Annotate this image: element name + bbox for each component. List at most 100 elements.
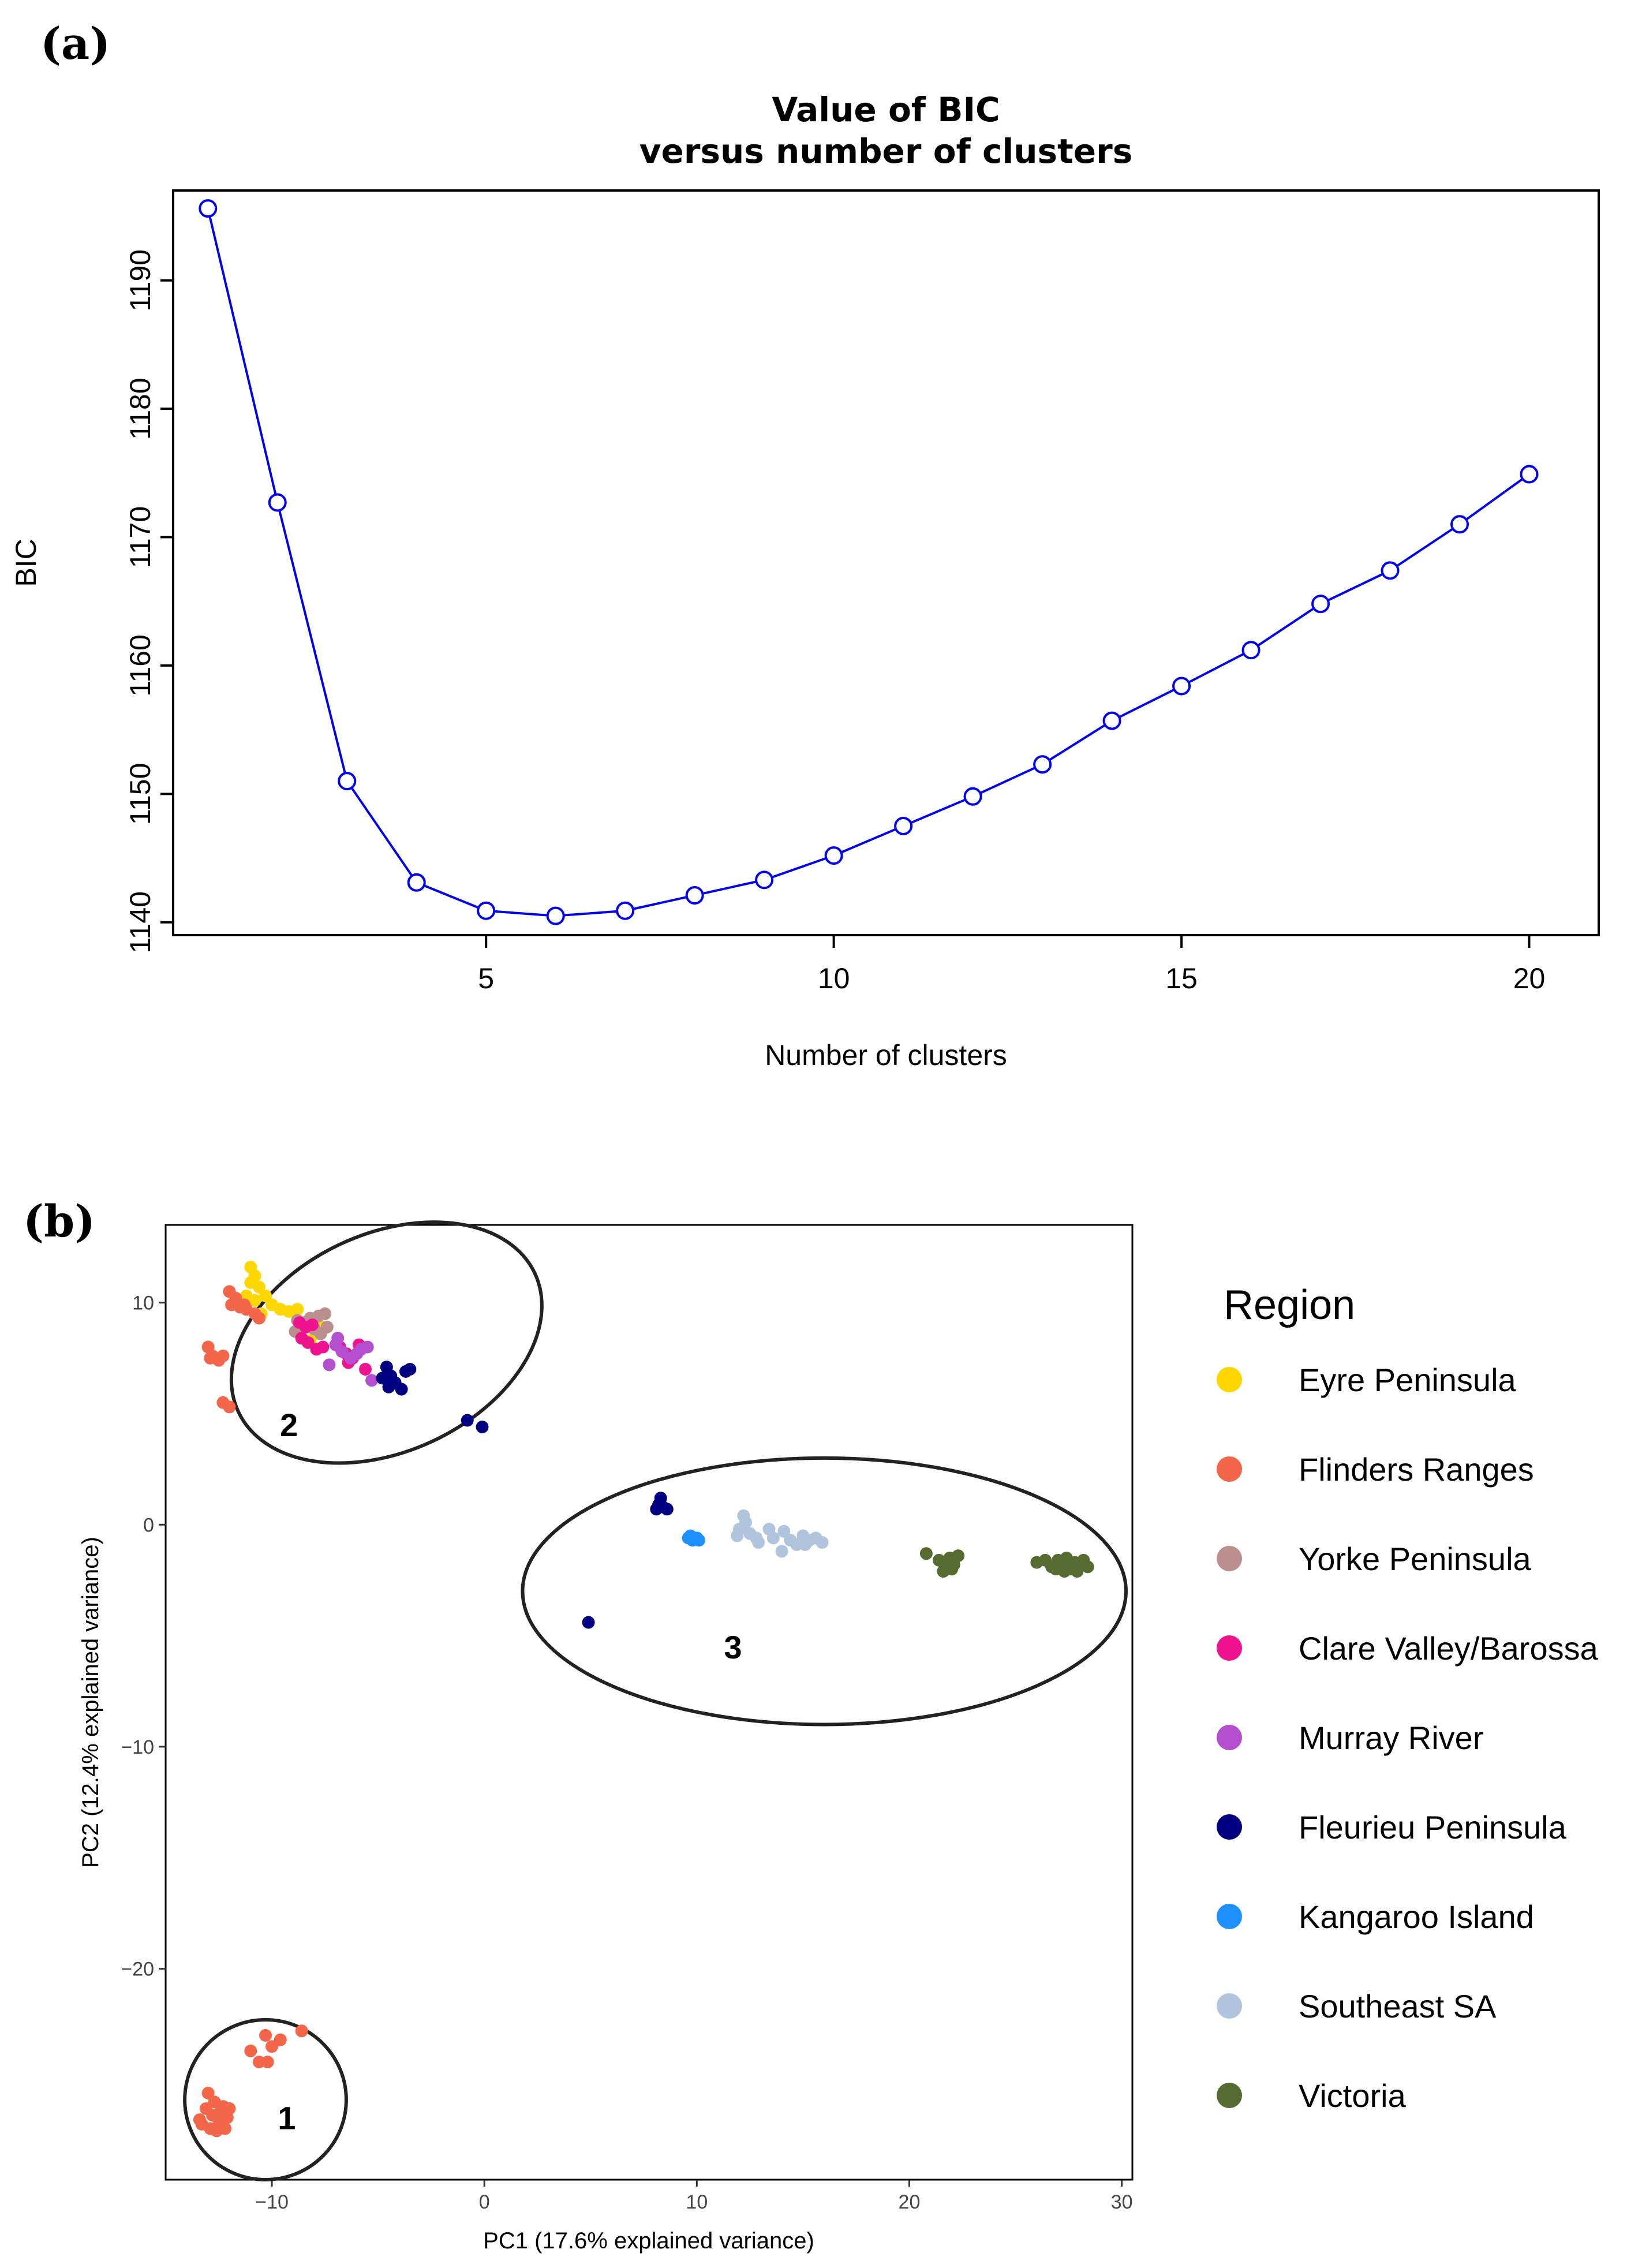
chart-a-x-tick-label: 10 xyxy=(818,962,850,995)
chart-b-x-tick-label: 10 xyxy=(686,2191,708,2213)
chart-a-x-ticks: 5 10 15 20 xyxy=(478,935,1545,995)
chart-b-points xyxy=(193,1261,1094,2138)
legend-entry: Murray River xyxy=(1299,1720,1483,1756)
cluster-2-ellipse xyxy=(229,1220,544,1465)
scatter-point xyxy=(219,2122,232,2135)
chart-b-y-ticks: 10 0 −10 −20 xyxy=(121,1292,166,1981)
chart-a-point xyxy=(1033,755,1052,774)
legend-entry: Eyre Peninsula xyxy=(1299,1362,1517,1398)
chart-b-y-tick-label: −10 xyxy=(121,1736,154,1758)
cluster-2-label: 2 xyxy=(280,1407,298,1443)
scatter-point xyxy=(193,2113,206,2127)
scatter-point xyxy=(335,1345,349,1358)
chart-b-x-axis-label: PC1 (17.6% explained variance) xyxy=(483,2228,814,2254)
chart-a-y-tick-label: 1170 xyxy=(124,506,156,569)
chart-a-point xyxy=(477,901,496,920)
scatter-point xyxy=(306,1318,319,1332)
chart-a-point xyxy=(407,873,426,892)
scatter-point xyxy=(1081,1560,1094,1574)
scatter-point xyxy=(395,1383,408,1396)
scatter-point xyxy=(365,1374,379,1387)
cluster-3-label: 3 xyxy=(724,1629,742,1665)
scatter-point xyxy=(582,1616,595,1629)
scatter-point xyxy=(259,1290,272,1303)
legend-swatch xyxy=(1217,2083,1242,2108)
panel-b-label: (b) xyxy=(23,1195,95,1247)
chart-a-title-line2: versus number of clusters xyxy=(639,132,1132,171)
scatter-point xyxy=(777,1525,791,1538)
chart-a-point xyxy=(1520,465,1539,484)
chart-a-point xyxy=(685,886,704,905)
scatter-point xyxy=(295,2024,308,2038)
scatter-point xyxy=(945,1563,959,1576)
legend-entry: Flinders Ranges xyxy=(1299,1451,1534,1488)
legend-entry: Yorke Peninsula xyxy=(1299,1541,1532,1577)
scatter-point xyxy=(320,1320,334,1333)
chart-a-x-axis-label: Number of clusters xyxy=(765,1039,1007,1071)
scatter-point xyxy=(799,1538,812,1551)
scatter-point xyxy=(461,1414,474,1427)
chart-b-x-ticks: −10 0 10 20 30 xyxy=(255,2180,1133,2213)
chart-a-plot-frame xyxy=(172,189,1600,936)
legend-swatch xyxy=(1217,1546,1242,1571)
scatter-point xyxy=(775,1545,788,1558)
scatter-point xyxy=(752,1536,765,1549)
legend-swatch xyxy=(1217,1814,1242,1840)
scatter-point xyxy=(731,1529,744,1542)
chart-a-x-tick-label: 15 xyxy=(1165,962,1198,995)
scatter-point xyxy=(301,1336,315,1349)
scatter-point xyxy=(238,1298,251,1312)
scatter-point xyxy=(1058,1565,1071,1578)
chart-a-y-tick-label: 1180 xyxy=(124,378,156,440)
chart-a-x-tick-label: 20 xyxy=(1513,962,1546,995)
cluster-1-label: 1 xyxy=(278,2099,296,2136)
scatter-point xyxy=(476,1421,489,1434)
chart-a-y-ticks: 1140 1150 1160 1170 1180 1190 xyxy=(124,249,173,954)
scatter-point xyxy=(261,2056,274,2069)
scatter-point xyxy=(204,1351,217,1365)
chart-a-point xyxy=(963,787,982,806)
scatter-point xyxy=(259,2028,272,2042)
scatter-point xyxy=(952,1549,965,1563)
scatter-point xyxy=(323,1358,336,1372)
chart-a-point xyxy=(546,906,565,925)
scatter-point xyxy=(684,1529,697,1542)
legend-swatch xyxy=(1217,1904,1242,1929)
scatter-point xyxy=(216,1349,230,1362)
chart-b-y-axis-label: PC2 (12.4% explained variance) xyxy=(78,1537,103,1868)
chart-a-bic-line xyxy=(207,208,1530,917)
chart-a-title-line1: Value of BIC xyxy=(772,90,1000,129)
scatter-point xyxy=(252,1280,265,1294)
cluster-1-ellipse xyxy=(183,2018,348,2182)
legend-entry: Fleurieu Peninsula xyxy=(1299,1809,1567,1845)
scatter-point xyxy=(766,1531,780,1545)
chart-a-point xyxy=(1172,677,1191,696)
chart-a-points xyxy=(199,199,1539,925)
chart-b-cluster-ellipses: 2 3 1 xyxy=(183,1220,1128,2182)
scatter-point xyxy=(244,2044,257,2057)
scatter-point xyxy=(331,1332,345,1345)
scatter-point xyxy=(201,2086,215,2099)
chart-b-x-tick-label: 30 xyxy=(1111,2191,1133,2213)
chart-b-y-tick-label: 10 xyxy=(132,1292,154,1314)
chart-a-y-axis-label: BIC xyxy=(10,539,42,586)
scatter-point xyxy=(223,1400,236,1414)
legend-swatch xyxy=(1217,1725,1242,1750)
scatter-point xyxy=(223,2102,236,2115)
scatter-point xyxy=(291,1303,304,1316)
chart-a-y-tick-label: 1140 xyxy=(124,891,156,954)
chart-a-point xyxy=(1450,515,1469,534)
scatter-point xyxy=(248,1294,261,1307)
panel-a-label: (a) xyxy=(40,18,110,69)
legend-swatch xyxy=(1217,1635,1242,1661)
chart-a-point xyxy=(616,901,635,920)
chart-a-point xyxy=(199,199,218,218)
legend-entry: Victoria xyxy=(1299,2078,1407,2114)
chart-a-point xyxy=(1381,561,1400,580)
scatter-point xyxy=(316,1340,330,1354)
chart-b-x-tick-label: 0 xyxy=(479,2191,490,2213)
chart-a-point xyxy=(1311,595,1330,614)
chart-b-y-tick-label: −20 xyxy=(121,1959,154,1981)
chart-b-x-tick-label: 20 xyxy=(899,2191,921,2213)
